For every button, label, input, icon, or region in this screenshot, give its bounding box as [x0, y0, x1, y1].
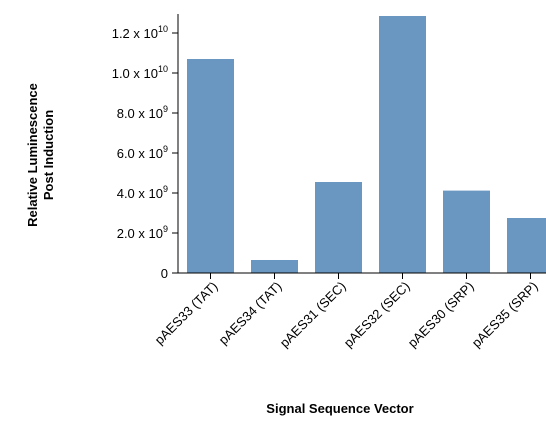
bar — [507, 218, 546, 273]
y-tick-label: 1.2 x 1010 — [112, 24, 168, 41]
y-tick-label: 8.0 x 109 — [117, 104, 168, 121]
y-tick-label: 6.0 x 109 — [117, 144, 168, 161]
bar — [187, 59, 234, 273]
bar — [443, 190, 490, 273]
y-tick-label: 0 — [161, 266, 168, 281]
x-tick-label: pAES31 (SEC) — [277, 279, 349, 351]
x-tick-label: pAES34 (TAT) — [216, 279, 285, 348]
bars — [187, 16, 546, 273]
x-axis-ticks: pAES33 (TAT)pAES34 (TAT)pAES31 (SEC)pAES… — [152, 273, 541, 350]
x-tick-label: pAES32 (SEC) — [341, 279, 413, 351]
y-axis-title-line-2: Post Induction — [41, 110, 56, 200]
bar — [379, 16, 426, 273]
x-tick-label: pAES35 (SRP) — [469, 279, 541, 351]
y-axis-title-line-1: Relative Luminescence — [25, 83, 40, 227]
y-tick-label: 2.0 x 109 — [117, 224, 168, 241]
x-tick-label: pAES33 (TAT) — [152, 279, 221, 348]
y-tick-label: 4.0 x 109 — [117, 184, 168, 201]
bar — [251, 260, 298, 273]
y-axis-ticks: 0 2.0 x 109 4.0 x 109 6.0 x 109 8.0 x 109 1.0… — [112, 24, 178, 281]
bar — [315, 182, 362, 273]
x-tick-label: pAES30 (SRP) — [405, 279, 477, 351]
x-axis-title: Signal Sequence Vector — [266, 401, 413, 416]
y-tick-label: 1.0 x 1010 — [112, 64, 168, 81]
